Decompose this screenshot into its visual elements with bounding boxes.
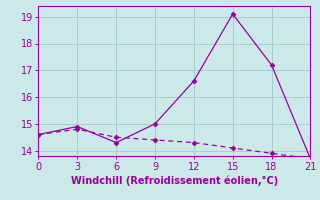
X-axis label: Windchill (Refroidissement éolien,°C): Windchill (Refroidissement éolien,°C): [71, 176, 278, 186]
